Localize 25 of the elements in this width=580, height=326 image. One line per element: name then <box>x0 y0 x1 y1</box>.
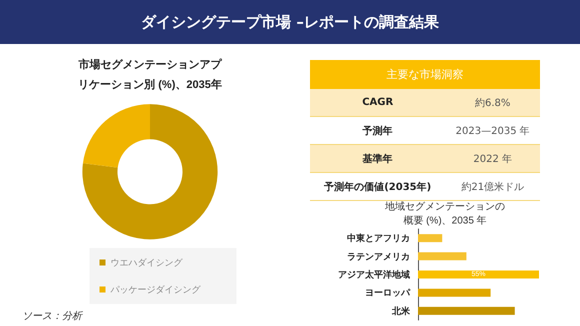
text: 予測年 <box>310 116 446 144</box>
legend-label: パッケージダイシング <box>110 284 202 294</box>
y-tick-label: ヨーロッパ <box>365 288 411 298</box>
bar <box>418 270 539 278</box>
y-tick-label: ラテンアメリカ <box>347 251 410 262</box>
text: 約6.8% <box>445 89 540 116</box>
legend-label: ウエハダイシング <box>110 258 184 268</box>
text: 基準年 <box>310 144 446 172</box>
text: 2023—2035 年 <box>445 116 540 144</box>
bar <box>418 306 515 315</box>
text: ソース：分析 <box>22 310 82 323</box>
bar <box>418 234 442 242</box>
y-tick-label: 中東とアフリカ <box>347 233 410 244</box>
bar <box>418 252 466 260</box>
text: 約21億米ドル <box>445 172 540 200</box>
text: 予測年の価値(2035年) <box>310 172 446 200</box>
y-tick-label: 北米 <box>391 306 411 316</box>
text: ダイシングテープ市場 –レポートの調査結果 <box>0 0 580 44</box>
y-tick-label: アジア太平洋地域 <box>338 270 410 280</box>
text: CAGR <box>310 89 446 116</box>
chart-title: 市場セグメンテーションアプリケーション別 (%)、2035年 <box>78 58 222 91</box>
text: 2022 年 <box>445 144 540 172</box>
bar <box>418 288 491 297</box>
text: 主要な市場洞察 <box>310 60 540 89</box>
chart-title: 地域セグメンテーションの概要 (%)、2035 年 <box>384 200 505 226</box>
